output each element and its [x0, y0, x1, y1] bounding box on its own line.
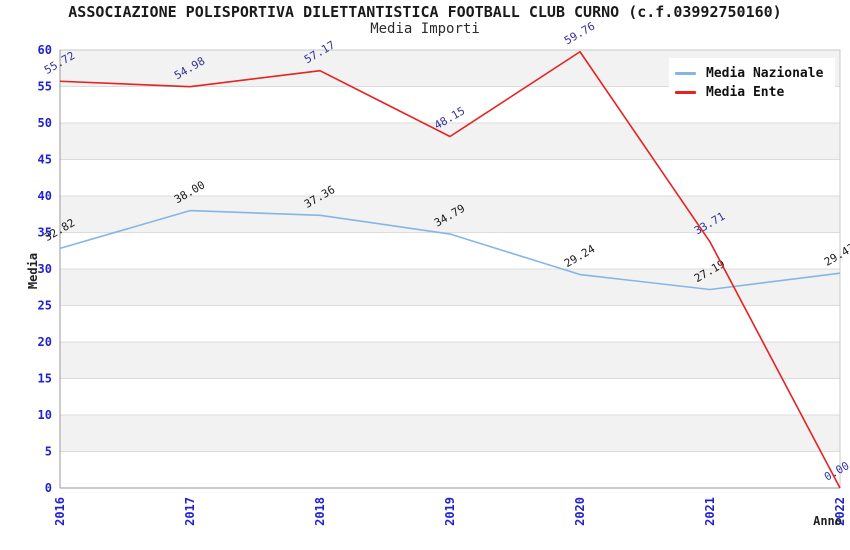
chart-band — [60, 269, 840, 306]
line-swatch-icon — [675, 72, 696, 75]
chart-band — [60, 196, 840, 233]
y-tick-label: 35 — [38, 226, 52, 240]
y-tick-label: 60 — [38, 43, 52, 57]
legend-item-media-ente: Media Ente — [675, 83, 823, 102]
y-tick-label: 10 — [38, 408, 52, 422]
data-label: 59.76 — [562, 20, 597, 48]
x-tick-label: 2016 — [53, 497, 67, 526]
y-axis-title: Media — [26, 252, 40, 290]
y-tick-label: 30 — [38, 262, 52, 276]
series-line-0 — [59, 209, 841, 291]
chart-band — [60, 123, 840, 160]
y-tick-label: 20 — [38, 335, 52, 349]
legend-item-media-nazionale: Media Nazionale — [675, 64, 823, 83]
chart-title: ASSOCIAZIONE POLISPORTIVA DILETTANTISTIC… — [68, 3, 782, 21]
y-tick-label: 55 — [38, 80, 52, 94]
y-tick-label: 50 — [38, 116, 52, 130]
x-axis-title: Anno — [813, 514, 842, 528]
x-tick-label: 2018 — [313, 497, 327, 526]
y-tick-label: 0 — [45, 481, 52, 495]
x-tick-label: 2022 — [833, 497, 847, 526]
x-tick-label: 2019 — [443, 497, 457, 526]
chart-band — [60, 415, 840, 452]
legend: Media Nazionale Media Ente — [669, 58, 836, 109]
chart-subtitle: Media Importi — [370, 21, 480, 37]
x-tick-label: 2017 — [183, 497, 197, 526]
legend-label: Media Nazionale — [706, 66, 824, 81]
line-swatch-icon — [675, 91, 696, 94]
y-tick-label: 45 — [38, 153, 52, 167]
x-tick-label: 2020 — [573, 497, 587, 526]
data-label: 29.24 — [562, 242, 598, 270]
data-label: 29.43 — [822, 241, 850, 269]
y-tick-label: 15 — [38, 372, 52, 386]
chart-band — [60, 342, 840, 379]
x-tick-label: 2021 — [703, 497, 717, 526]
series-line-1 — [59, 50, 841, 489]
legend-label: Media Ente — [706, 85, 785, 100]
y-tick-label: 40 — [38, 189, 52, 203]
y-tick-label: 25 — [38, 299, 52, 313]
y-tick-label: 5 — [45, 445, 52, 459]
